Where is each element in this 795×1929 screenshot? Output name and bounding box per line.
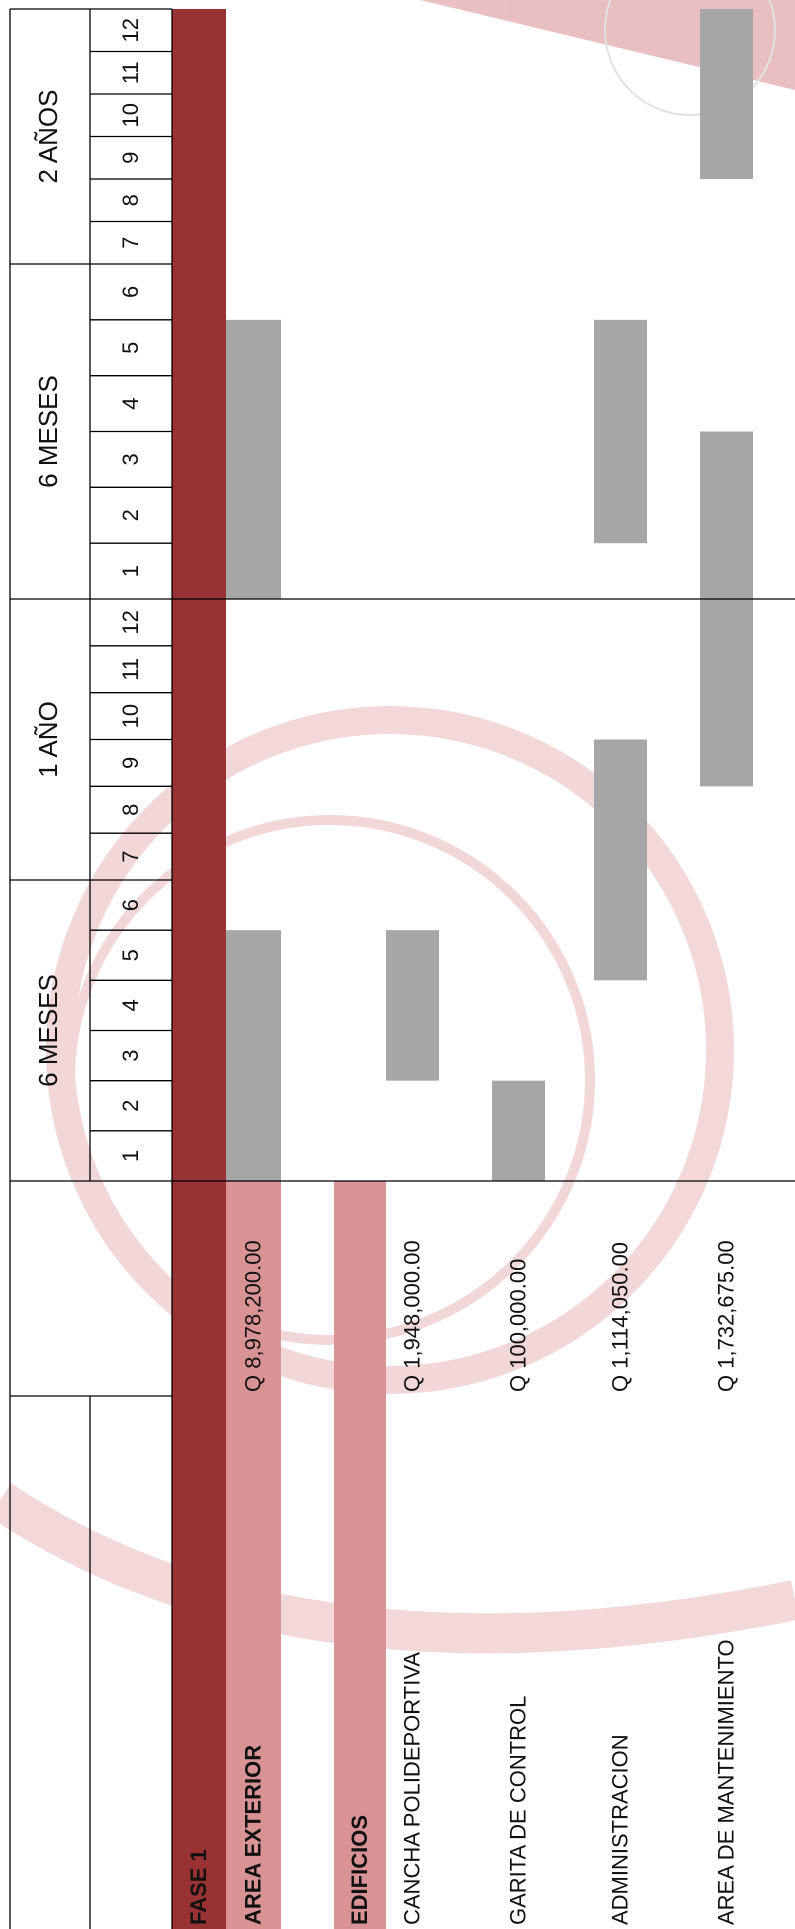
month-label: 7 (118, 850, 143, 862)
row-cost: Q 1,114,050.00 (607, 1242, 632, 1392)
gantt-bar (700, 431, 753, 787)
month-label: 3 (118, 453, 143, 465)
month-label: 10 (118, 704, 143, 728)
month-label: 11 (118, 61, 143, 84)
month-label: 1 (118, 1150, 143, 1162)
gantt-bar (594, 319, 647, 544)
month-label: 9 (118, 757, 143, 769)
month-label: 8 (118, 194, 143, 206)
row-label: GARITA DE CONTROL (505, 1696, 530, 1925)
month-label: 3 (118, 1049, 143, 1061)
month-label: 12 (118, 610, 143, 634)
month-label: 8 (118, 804, 143, 816)
row-label: CANCHA POLIDEPORTIVA (399, 1652, 424, 1925)
month-label: 6 (118, 286, 143, 298)
period-label: 6 MESES (33, 974, 63, 1087)
row-label: FASE 1 (186, 1849, 211, 1925)
month-label: 2 (118, 1100, 143, 1112)
month-label: 4 (118, 397, 143, 409)
row-label: EDIFICIOS (347, 1815, 372, 1925)
month-label: 10 (118, 103, 143, 127)
month-label: 11 (118, 658, 143, 681)
gantt-bar (492, 1080, 545, 1181)
gantt-bar (226, 319, 281, 599)
row-fill (226, 1181, 281, 1929)
period-label: 1 AÑO (33, 701, 63, 778)
row-label: AREA EXTERIOR (240, 1745, 265, 1925)
period-label: 2 AÑOS (33, 90, 63, 184)
row-cost: Q 100,000.00 (505, 1259, 530, 1392)
row-label: ADMINISTRACION (607, 1734, 632, 1925)
table: FASE 1 AREA EXTERIOR Q 8,978,200.00 EDIFICI… (9, 8, 795, 1929)
row-cost: Q 1,732,675.00 (713, 1240, 738, 1392)
gantt-bar (700, 9, 753, 179)
row-cost: Q 1,948,000.00 (399, 1240, 424, 1392)
period-label: 6 MESES (33, 375, 63, 488)
month-label: 9 (118, 152, 143, 164)
gantt-bar (226, 930, 281, 1181)
row-fill (172, 9, 226, 1929)
month-label: 12 (118, 18, 143, 42)
row-fill (334, 1181, 386, 1929)
row-cost: Q 8,978,200.00 (240, 1240, 265, 1392)
month-label: 5 (118, 342, 143, 354)
row-label: AREA DE MANTENIMIENTO (713, 1639, 738, 1925)
month-label: 5 (118, 949, 143, 961)
month-label: 1 (118, 565, 143, 577)
month-label: 6 (118, 899, 143, 911)
month-label: 7 (118, 237, 143, 249)
gantt-bar (594, 739, 647, 981)
month-label: 2 (118, 509, 143, 521)
month-label: 4 (118, 999, 143, 1011)
gantt-bar (386, 930, 439, 1081)
